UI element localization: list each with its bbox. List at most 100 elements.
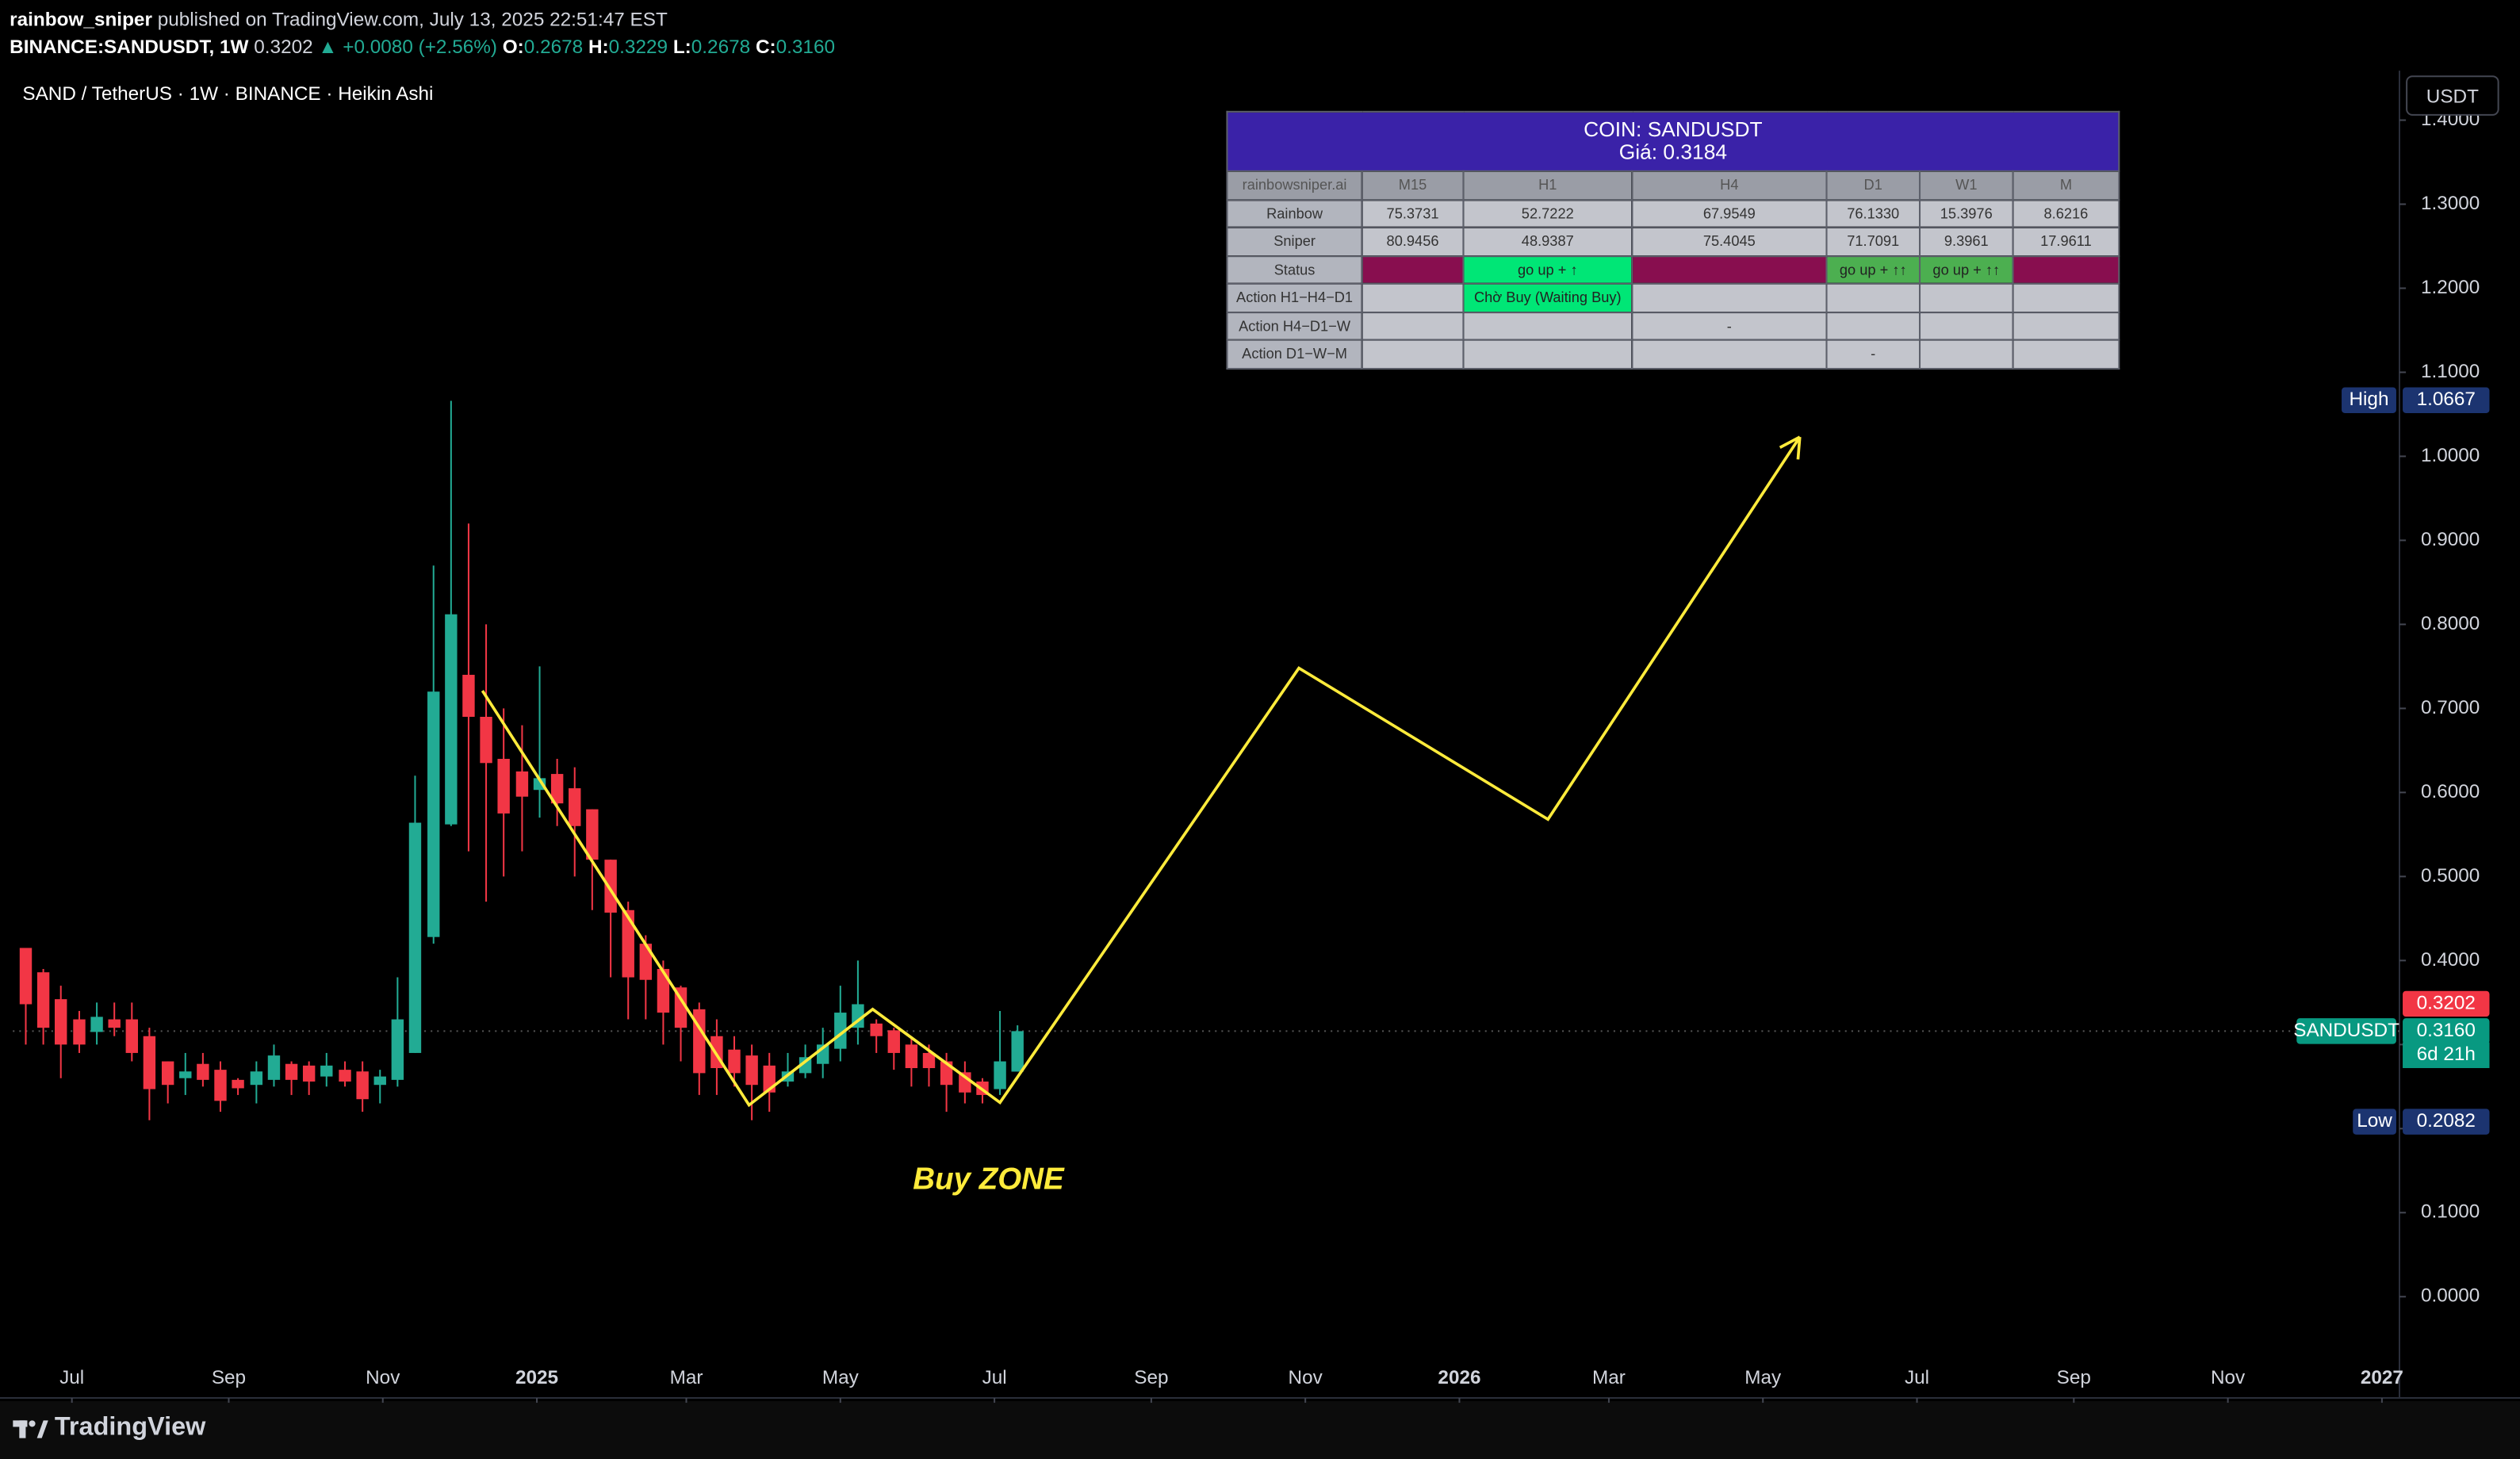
header: rainbow_sniper published on TradingView.… xyxy=(10,6,835,61)
candle-body xyxy=(73,1019,86,1045)
price: Giá: 0.3184 xyxy=(1618,140,1728,164)
table-cell xyxy=(1918,311,2014,341)
price-label-name-box xyxy=(2353,1109,2396,1135)
candle-body xyxy=(161,1061,174,1086)
table-cell: - xyxy=(1631,311,1828,341)
table-cell xyxy=(1631,339,1828,370)
table-cell: 9.3961 xyxy=(1918,226,2014,257)
row-label: Status xyxy=(1226,255,1363,285)
table-cell: 71.7091 xyxy=(1825,226,1921,257)
y-tick-label: 0.4000 xyxy=(2421,949,2480,971)
price-label-name-box xyxy=(2342,387,2396,413)
table-cell xyxy=(2012,282,2120,313)
candle-body xyxy=(922,1052,936,1069)
signal-table: COIN: SANDUSDT Giá: 0.3184 rainbowsniper.a… xyxy=(1226,110,2120,370)
status-cell xyxy=(1361,255,1465,285)
candle-body xyxy=(55,999,67,1045)
candle-body xyxy=(569,788,581,826)
table-row: Action D1−W−M - xyxy=(1226,339,2120,370)
coin: COIN: SANDUSDT xyxy=(1584,117,1763,142)
price-label-name-box xyxy=(2296,1018,2396,1044)
table-row: Status go up + ↑ go up + ↑↑ go up + ↑↑ xyxy=(1226,255,2120,285)
price-label-box xyxy=(2403,990,2490,1017)
table-cell xyxy=(2012,311,2120,341)
status-cell: go up + ↑↑ xyxy=(1918,255,2014,285)
table-cell: 76.1330 xyxy=(1825,198,1921,228)
price-label-box xyxy=(2403,1109,2490,1135)
candle-body xyxy=(834,1013,847,1049)
symbol: BINANCE:SANDUSDT, 1W xyxy=(10,35,249,58)
table-cell xyxy=(1918,282,2014,313)
table-cell xyxy=(1631,282,1828,313)
table-cell xyxy=(2012,339,2120,370)
row-label: Action H4−D1−W xyxy=(1226,311,1363,341)
candle-body xyxy=(125,1019,138,1053)
x-tick-label: May xyxy=(822,1367,860,1388)
table-cell xyxy=(1462,311,1633,341)
countdown: 6d 21h xyxy=(2417,1044,2476,1065)
column-header: M xyxy=(2012,170,2120,201)
candle-body xyxy=(285,1063,298,1080)
candle-body xyxy=(214,1070,227,1101)
y-tick-label: 0.6000 xyxy=(2421,781,2480,802)
candle-body xyxy=(870,1023,883,1036)
price-label-value: 0.3160 xyxy=(2417,1020,2476,1041)
price-label-name: Low xyxy=(2357,1110,2392,1132)
table-cell xyxy=(1825,311,1921,341)
last-price: 0.3202 xyxy=(254,35,313,58)
author: rainbow_sniper xyxy=(10,8,152,31)
candle-body xyxy=(905,1044,918,1069)
header-line: rainbow_sniper published on TradingView.… xyxy=(10,6,835,33)
table-cell: 8.6216 xyxy=(2012,198,2120,228)
candle-body xyxy=(267,1055,281,1080)
ohlc-value: 0.2678 xyxy=(523,35,584,58)
currency-button[interactable]: USDT xyxy=(2406,75,2499,116)
candle-body xyxy=(427,691,440,937)
footer-bar xyxy=(0,1401,2520,1459)
candle-body xyxy=(143,1036,156,1089)
candle-body xyxy=(799,1057,812,1074)
ohlc-value: 0.3160 xyxy=(776,35,836,58)
table-row: Action H1−H4−D1 Chờ Buy (Waiting Buy) xyxy=(1226,282,2120,313)
candle-body xyxy=(674,987,687,1028)
row-label: Rainbow xyxy=(1226,198,1363,228)
price-label-name: SANDUSDT xyxy=(2293,1020,2399,1041)
candle-body xyxy=(994,1061,1006,1089)
price-label-value: 0.2082 xyxy=(2417,1110,2476,1132)
price-label-value: 1.0667 xyxy=(2417,389,2476,410)
candle-body xyxy=(728,1049,741,1074)
candle-body xyxy=(339,1070,351,1082)
x-tick-label: Mar xyxy=(670,1367,703,1388)
table-cell: 48.9387 xyxy=(1462,226,1633,257)
y-tick-label: 0.7000 xyxy=(2421,697,2480,718)
x-tick-label: Nov xyxy=(2211,1367,2246,1388)
candle-body xyxy=(497,758,510,814)
candle-body xyxy=(19,948,33,1005)
candle-body xyxy=(462,675,475,718)
footer: TradingView xyxy=(13,1414,205,1442)
table-title-row: COIN: SANDUSDT Giá: 0.3184 xyxy=(1226,110,2120,172)
ohlc-label: C: xyxy=(755,35,776,58)
y-tick-label: 0.0000 xyxy=(2421,1285,2480,1307)
candle-body xyxy=(36,972,50,1028)
candle-body xyxy=(622,909,634,978)
y-tick-label: 0.5000 xyxy=(2421,865,2480,887)
y-tick-label: 0.1000 xyxy=(2421,1201,2480,1223)
y-tick-label: 0.9000 xyxy=(2421,529,2480,550)
candle-body xyxy=(108,1019,121,1028)
y-tick-label: 1.0000 xyxy=(2421,445,2480,466)
candle-body xyxy=(320,1065,333,1077)
candle-body xyxy=(302,1065,316,1082)
candle-body xyxy=(515,771,529,797)
ohlc-label: L: xyxy=(672,35,691,58)
column-header: H4 xyxy=(1631,170,1828,201)
table-cell xyxy=(1361,282,1465,313)
candle-body xyxy=(604,860,617,913)
column-header: W1 xyxy=(1918,170,2014,201)
price-label-name: High xyxy=(2349,389,2388,410)
price-label: 1.0667 High xyxy=(2342,387,2490,413)
price-label: 0.2082 Low xyxy=(2353,1109,2490,1135)
price-label: 0.3202 xyxy=(2403,990,2490,1017)
